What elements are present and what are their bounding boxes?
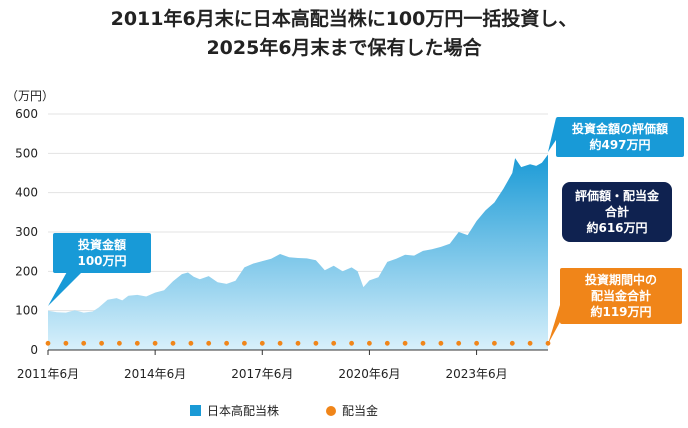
legend-item-high-dividend: 日本高配当株 bbox=[190, 402, 279, 419]
y-tick-label: 200 bbox=[15, 264, 38, 278]
x-tick-label: 2011年6月 bbox=[17, 367, 79, 381]
dividend-dot bbox=[117, 340, 122, 346]
dividend-dot bbox=[45, 340, 51, 346]
dividend-dot bbox=[545, 340, 551, 346]
callout-investment-amount: 投資金額 100万円 bbox=[53, 233, 151, 273]
y-tick-label: 500 bbox=[15, 146, 38, 160]
dividend-dot bbox=[313, 340, 319, 346]
dividend-dot bbox=[81, 340, 87, 346]
callout-total-line1: 評価額・配当金 bbox=[574, 189, 659, 203]
callout-dividend-total: 投資期間中の 配当金合計 約119万円 bbox=[560, 268, 682, 324]
y-tick-label: 100 bbox=[15, 304, 38, 318]
callout-total: 評価額・配当金 合計 約616万円 bbox=[562, 182, 672, 242]
dividend-dot bbox=[420, 340, 426, 346]
dividend-dot bbox=[474, 340, 479, 346]
dividend-dot bbox=[99, 340, 104, 346]
dividend-dots bbox=[45, 340, 551, 346]
dividend-dot bbox=[402, 340, 408, 346]
dividend-dot bbox=[63, 340, 69, 346]
y-tick-label: 600 bbox=[15, 107, 38, 121]
y-tick-label: 300 bbox=[15, 225, 38, 239]
dividend-dot bbox=[331, 340, 337, 346]
chart-title-line1: 2011年6月末に日本高配当株に100万円一括投資し、 bbox=[110, 8, 578, 30]
area-chart: 0 100 200 300 400 500 600 2011年6月 2014年6月 2017年6… bbox=[15, 107, 560, 381]
dividend-dot bbox=[295, 340, 301, 346]
dividend-dot bbox=[170, 340, 176, 346]
callout-total-line3: 約616万円 bbox=[586, 221, 648, 235]
x-tick-label: 2014年6月 bbox=[124, 367, 186, 381]
dividend-dot bbox=[134, 340, 140, 346]
dividend-dot bbox=[492, 340, 497, 346]
dividend-dot bbox=[349, 340, 354, 346]
dividend-dot bbox=[206, 340, 212, 346]
dividend-dot bbox=[259, 340, 265, 346]
dividend-dot bbox=[242, 340, 247, 346]
x-tick-label: 2020年6月 bbox=[338, 367, 400, 381]
callout-investment-line1: 投資金額 bbox=[77, 238, 126, 252]
y-tick-labels: 0 100 200 300 400 500 600 bbox=[15, 107, 38, 357]
callout-total-line2: 合計 bbox=[604, 205, 629, 219]
callout-valuation: 投資金額の評価額 約497万円 bbox=[556, 117, 684, 157]
dividend-dot bbox=[367, 340, 372, 346]
dividend-dot bbox=[509, 340, 515, 346]
legend-label-dividend: 配当金 bbox=[342, 404, 379, 418]
callout-dividend-line3: 約119万円 bbox=[590, 305, 652, 319]
callout-dividend-line1: 投資期間中の bbox=[584, 273, 657, 287]
legend-label-high-dividend: 日本高配当株 bbox=[207, 404, 280, 418]
x-tick-label: 2023年6月 bbox=[445, 367, 507, 381]
legend-swatch-area bbox=[190, 405, 201, 416]
series-area-high-dividend bbox=[48, 154, 548, 350]
dividend-dot bbox=[188, 340, 194, 346]
y-axis-unit-label: （万円） bbox=[6, 89, 55, 103]
callout-pointer-dividend bbox=[548, 305, 560, 344]
y-tick-label: 0 bbox=[30, 343, 38, 357]
legend-item-dividend: 配当金 bbox=[326, 402, 378, 419]
callout-valuation-line1: 投資金額の評価額 bbox=[571, 122, 668, 136]
dividend-dot bbox=[456, 340, 462, 346]
dividend-dot bbox=[152, 340, 158, 346]
chart-title-line2: 2025年6月末まで保有した場合 bbox=[206, 37, 482, 59]
callout-investment-line2: 100万円 bbox=[77, 254, 127, 268]
callout-pointer-valuation bbox=[548, 118, 556, 152]
x-tick-label: 2017年6月 bbox=[231, 367, 293, 381]
x-tick-labels: 2011年6月 2014年6月 2017年6月 2020年6月 2023年6月 bbox=[17, 350, 508, 381]
legend-swatch-dot bbox=[326, 405, 336, 416]
dividend-dot bbox=[527, 340, 533, 346]
callout-dividend-line2: 配当金合計 bbox=[590, 289, 651, 303]
callout-valuation-line2: 約497万円 bbox=[589, 138, 651, 152]
callout-pointer-investment bbox=[48, 270, 84, 306]
y-tick-label: 400 bbox=[15, 186, 38, 200]
dividend-dot bbox=[438, 340, 444, 346]
dividend-dot bbox=[384, 340, 390, 346]
dividend-dot bbox=[224, 340, 230, 346]
dividend-dot bbox=[277, 340, 283, 346]
